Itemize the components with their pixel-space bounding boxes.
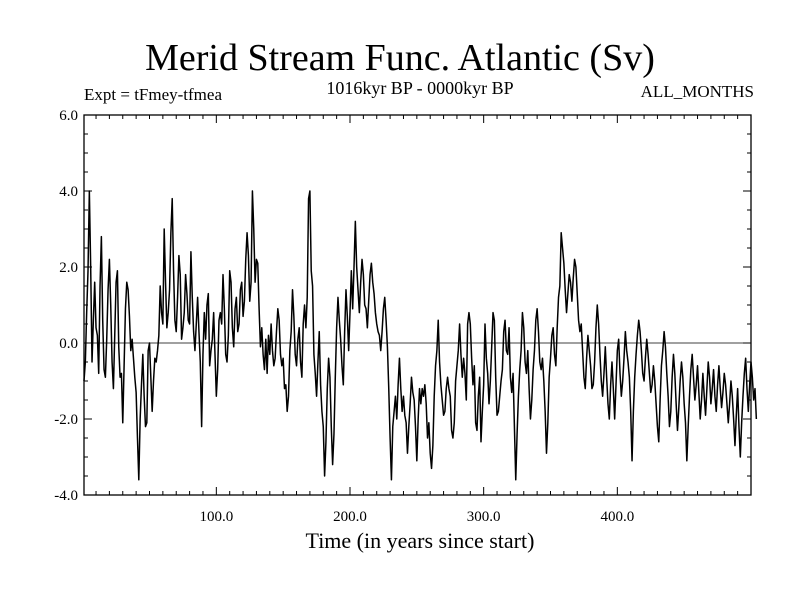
y-tick-label: 2.0 — [59, 260, 78, 276]
y-tick-label: 4.0 — [59, 184, 78, 200]
experiment-label: Expt = tFmey-tfmea — [84, 85, 223, 104]
x-axis-label: Time (in years since start) — [305, 528, 535, 553]
chart-title: Merid Stream Func. Atlantic (Sv) — [145, 37, 655, 79]
months-label: ALL_MONTHS — [640, 82, 754, 101]
x-tick-label: 100.0 — [199, 509, 233, 525]
data-layer — [83, 190, 758, 481]
x-tick-label: 400.0 — [600, 509, 634, 525]
series-line — [83, 190, 758, 481]
x-tick-label: 300.0 — [467, 509, 501, 525]
y-tick-label: 6.0 — [59, 108, 78, 124]
axes-layer: -4.0 -2.0 0.0 2.0 4.0 6.0 100.0 200.0 300.0 400.0 — [54, 108, 751, 525]
chart-subtitle: 1016kyr BP - 0000kyr BP — [326, 78, 514, 98]
x-tick-label: 200.0 — [333, 509, 367, 525]
y-tick-label: 0.0 — [59, 336, 78, 352]
y-tick-label: -2.0 — [54, 412, 78, 428]
y-tick-label: -4.0 — [54, 488, 78, 504]
plot-frame — [83, 114, 752, 496]
